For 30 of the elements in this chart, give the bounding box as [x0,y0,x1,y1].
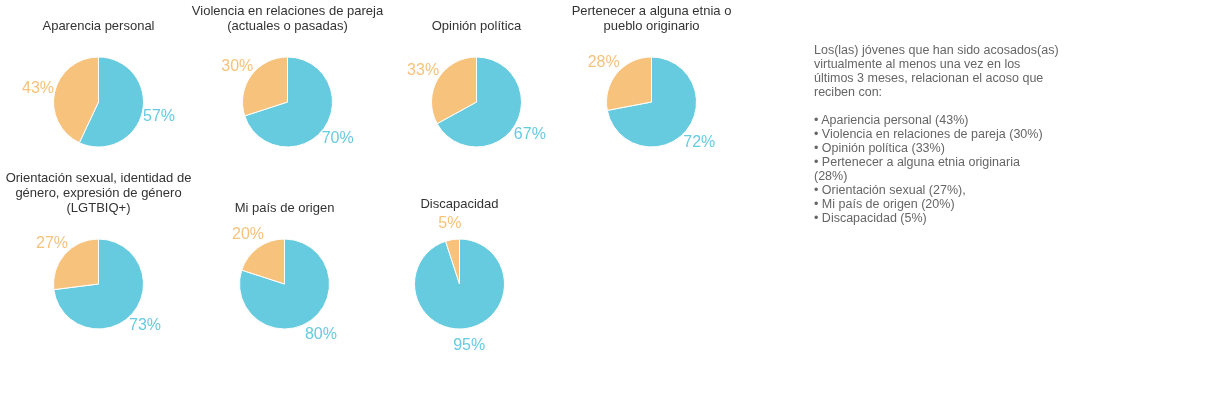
data-label: 72% [683,132,716,150]
data-label: 20% [232,224,265,242]
chart-title: Mi país de origen [234,200,335,215]
text: • Pertenecer a alguna etnia originaria (28%) [814,155,1020,183]
data-label: 70% [321,129,354,147]
data-label: 57% [142,106,176,124]
text: • Opinión política (33%) [814,141,945,155]
chart-title: Pertenecer a alguna etnia o pueblo originario [571,3,732,33]
data-label: 73% [128,316,162,333]
pie-slice [414,238,505,330]
text: • Apariencia personal (43%) [814,113,969,127]
chart-title: Discapacidad [420,195,499,211]
text: • Orientación sexual (27%), [814,183,966,197]
text: Los(las) jóvenes que han sido acosados(as) virtualmente al menos una vez en los últimos 3 meses, relacionan el acoso que reciben con: [814,43,1059,99]
text: • Discapacidad (5%) [814,211,927,225]
chart-title: Orientación sexual, identidad de género, expresión de género (LGTBIQ+) [5,170,192,215]
data-label: 80% [304,325,337,343]
text: • Mi país de origen (20%) [814,197,955,211]
data-label: 28% [587,53,620,71]
text: • Violencia en relaciones de pareja (30%) [814,127,1043,141]
data-label: 30% [221,56,254,74]
data-label: 27% [35,234,69,251]
chart-title: Violencia en relaciones de pareja (actuales o pasadas) [191,3,384,33]
data-label: 33% [407,61,440,79]
data-label: 95% [453,336,486,354]
data-label: 5% [438,213,462,231]
data-label: 43% [21,79,55,97]
chart-title: Aparencia personal [42,18,155,33]
chart-title: Opinión política [431,18,523,33]
data-label: 67% [513,124,546,142]
